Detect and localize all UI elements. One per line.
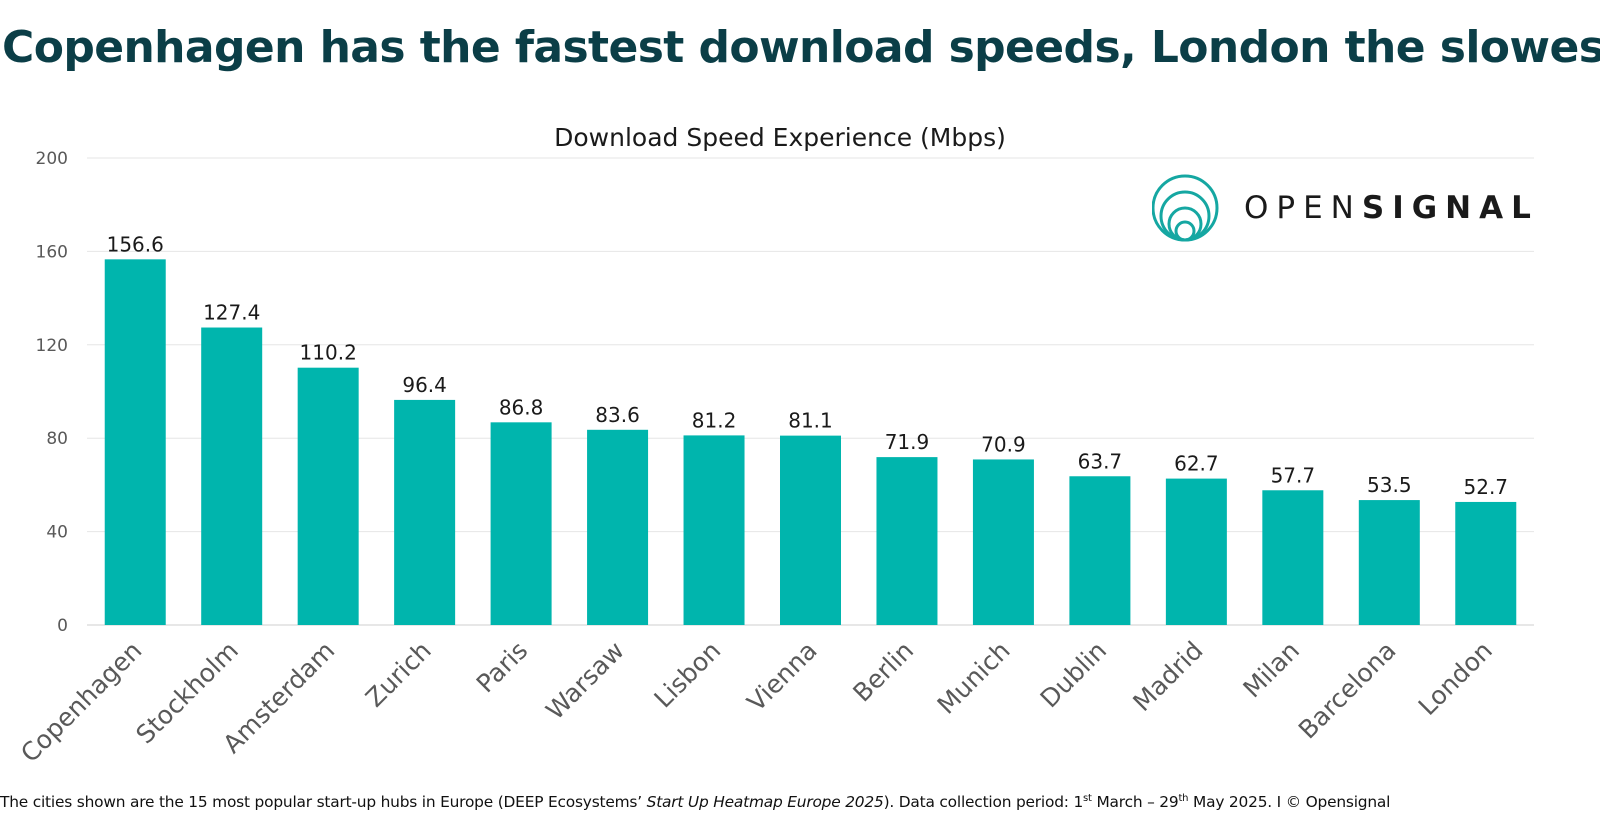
footnote: The cities shown are the 15 most popular… [0,793,1390,811]
y-tick-label: 80 [46,429,68,449]
y-tick-label: 200 [36,149,68,169]
x-category-label: Dublin [1035,636,1113,714]
x-category-label: Vienna [742,636,823,717]
logo-wordmark: OPENSIGNAL [1244,190,1539,226]
logo-word-signal: SIGNAL [1361,190,1539,226]
bar [780,435,841,625]
data-labels: 156.6 127.4 110.2 96.4 86.8 83.6 81.2 81.1 71.9 7… [107,232,1508,499]
y-tick-label: 160 [36,242,68,262]
data-label: 86.8 [499,395,544,419]
bar-chart: Download Speed Experience (Mbps) 0 40 80 12… [15,123,1534,768]
bar [490,422,552,625]
page-title: Copenhagen has the fastest download spee… [2,22,1600,73]
footnote-superscript: st [1083,792,1092,804]
x-category-label: Copenhagen [15,636,147,768]
x-category-label: Munich [932,636,1016,720]
x-category-label: Berlin [847,636,919,708]
data-label: 110.2 [300,341,357,365]
bar [1358,500,1420,625]
x-category-label: London [1413,636,1498,721]
y-tick-label: 40 [46,523,68,543]
footnote-part: May 2025. I © Opensignal [1188,793,1391,811]
data-label: 70.9 [981,432,1026,456]
x-category-label: Zurich [360,636,437,713]
bars [104,259,1517,625]
bar [1262,490,1324,625]
x-category-label: Paris [471,636,534,699]
logo-word-open: OPEN [1244,190,1362,226]
y-tick-label: 0 [57,616,68,636]
bar [1455,501,1517,625]
bar [876,457,938,625]
x-category-label: Warsaw [540,636,629,725]
opensignal-logo: OPENSIGNAL [1152,170,1552,250]
data-label: 63.7 [1078,449,1123,473]
footnote-part: The cities shown are the 15 most popular… [0,793,647,811]
footnote-part: ). Data collection period: 1 [883,793,1084,811]
data-label: 156.6 [107,232,164,256]
bar [297,367,359,625]
footnote-superscript: th [1178,792,1189,804]
y-axis-ticks: 0 40 80 120 160 200 [36,149,68,636]
data-label: 53.5 [1367,473,1412,497]
bar [972,459,1034,625]
x-category-label: Barcelona [1293,636,1402,745]
bar [394,399,456,625]
bar [104,259,166,625]
bar [201,327,263,625]
data-label: 96.4 [402,373,447,397]
bar [1165,478,1227,625]
footnote-source-title: Start Up Heatmap Europe 2025 [646,793,884,811]
data-label: 81.1 [788,409,833,433]
x-category-label: Milan [1237,636,1305,704]
x-category-label: Madrid [1127,636,1208,717]
footnote-part: March – 29 [1091,793,1179,811]
x-category-label: Lisbon [649,636,727,714]
data-label: 71.9 [885,430,930,454]
bar [587,429,649,625]
data-label: 83.6 [595,403,640,427]
bar [683,435,745,625]
opensignal-concentric-circles-icon [1152,174,1219,242]
bar [1069,476,1131,625]
data-label: 62.7 [1174,452,1219,476]
data-label: 127.4 [203,301,260,325]
data-label: 57.7 [1271,463,1316,487]
data-label: 52.7 [1464,475,1509,499]
data-label: 81.2 [692,408,737,432]
chart-title: Download Speed Experience (Mbps) [554,123,1006,152]
y-tick-label: 120 [36,336,68,356]
